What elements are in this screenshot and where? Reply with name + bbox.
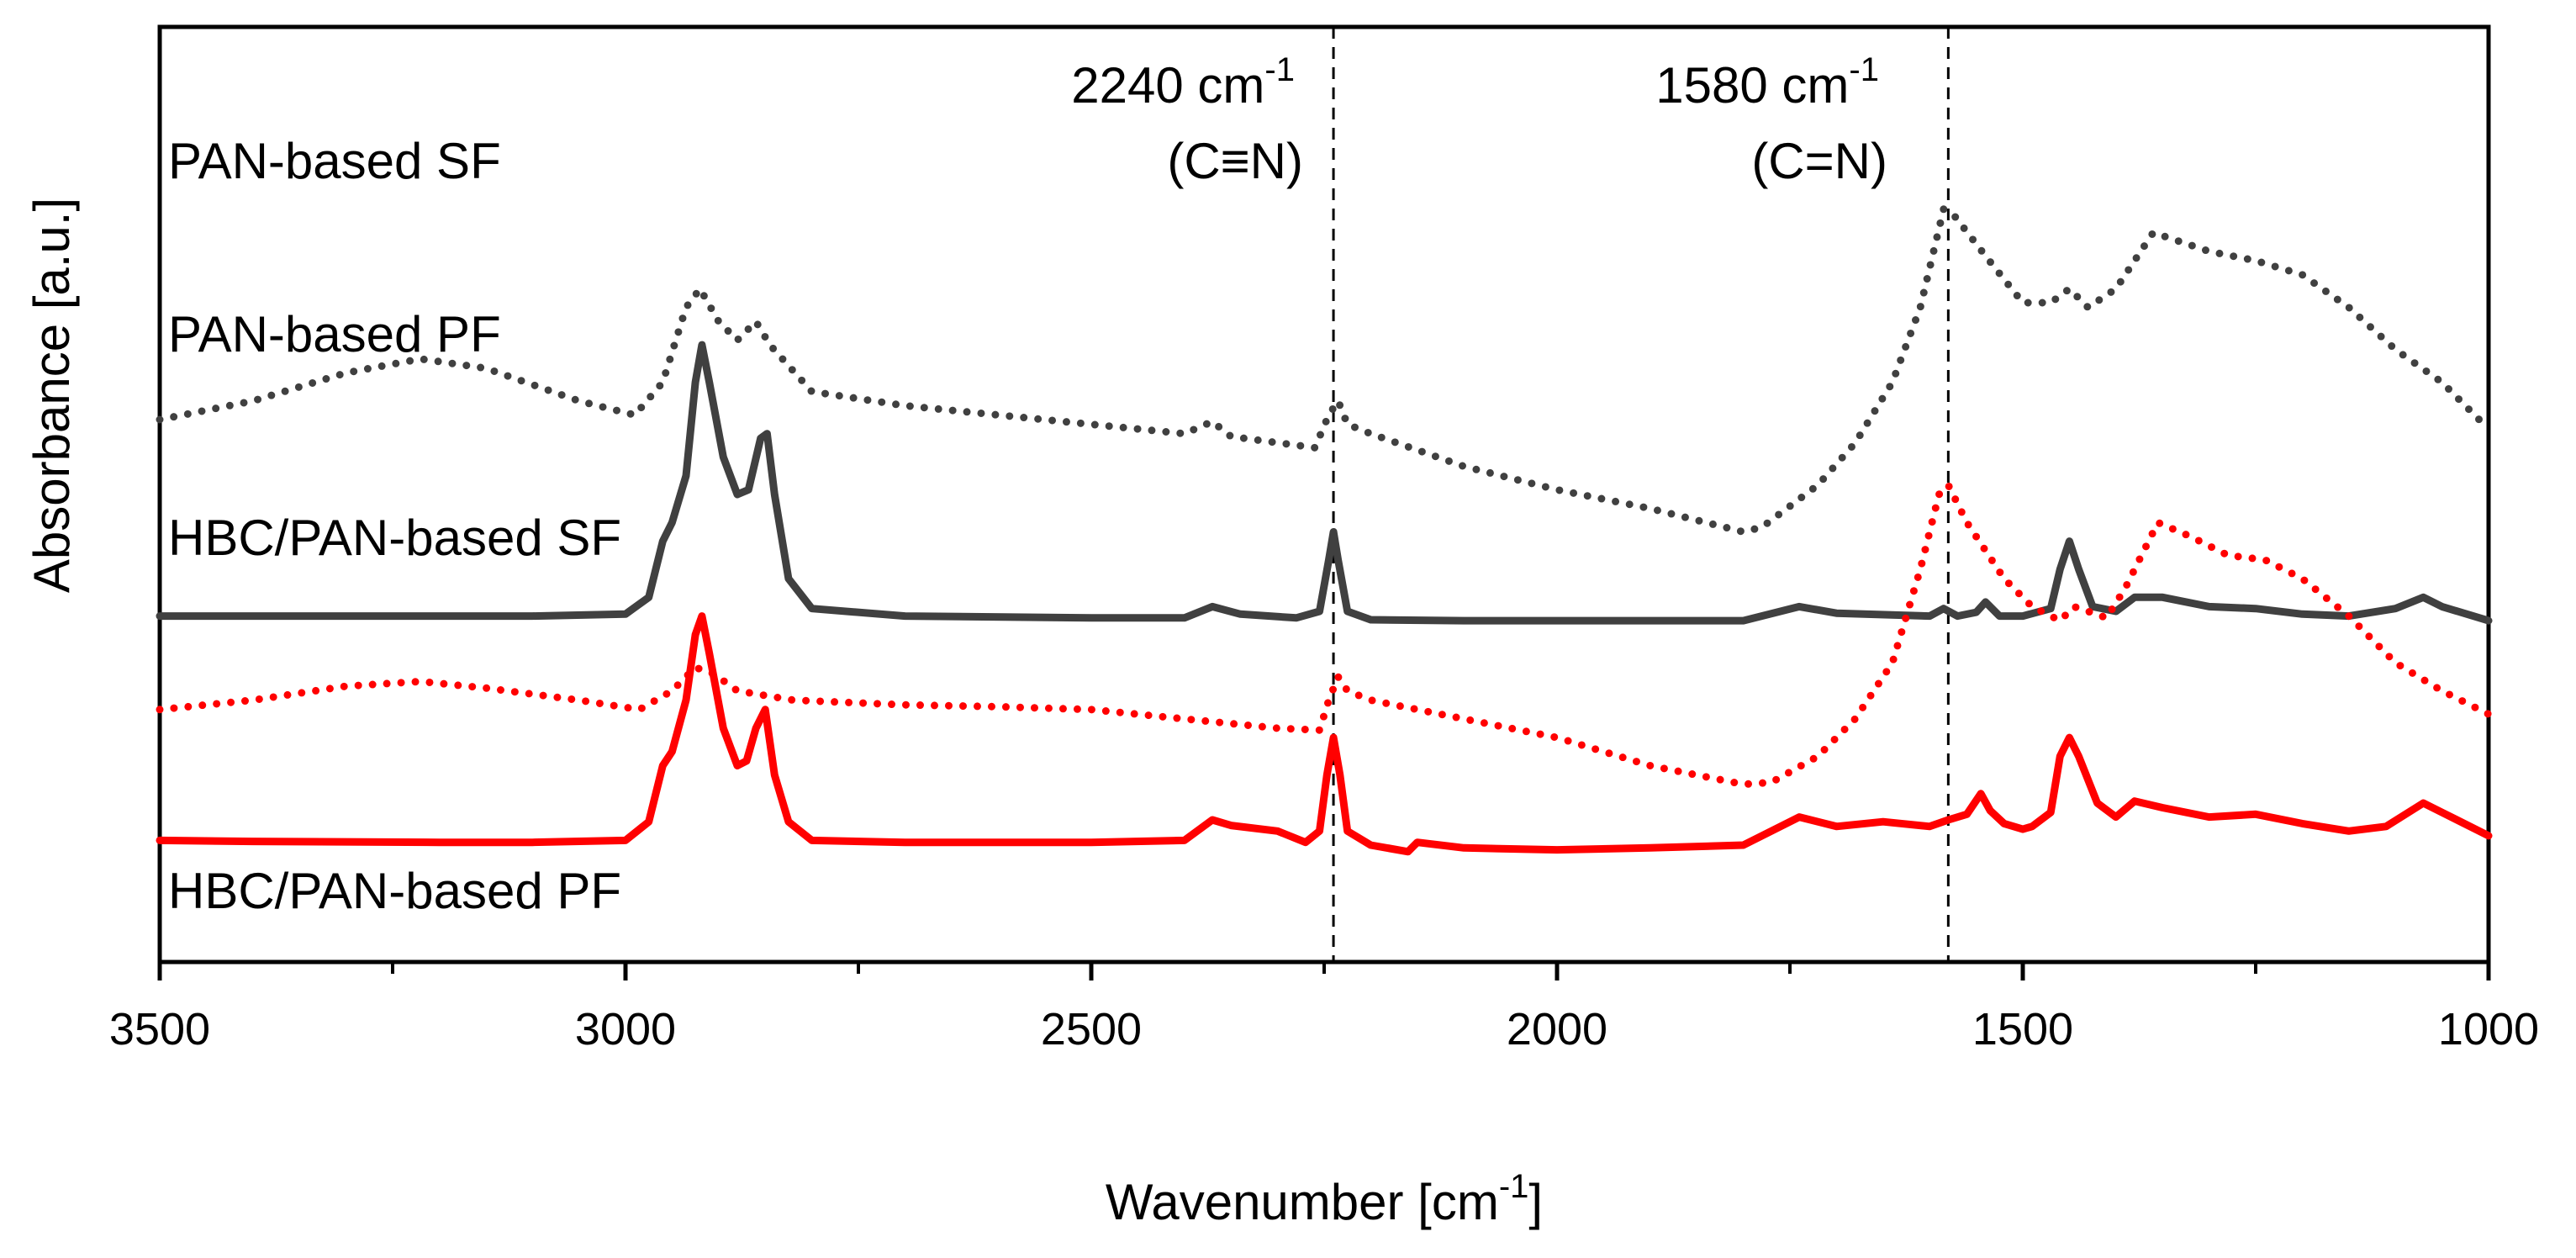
x-axis-ticks: 3500 3000 2500 2000 1500 1000 xyxy=(109,962,2539,1054)
x-tick-label: 3500 xyxy=(109,1004,210,1054)
series-label-hbc-pan-sf: HBC/PAN-based SF xyxy=(168,510,621,566)
series-line-hbc-pan-pf xyxy=(156,612,2493,856)
x-axis-title-main: Wavenumber [cm xyxy=(1106,1174,1499,1230)
x-tick-label: 1500 xyxy=(1972,1004,2073,1054)
series-label-pan-pf: PAN-based PF xyxy=(168,306,501,362)
series-line-pan-sf xyxy=(156,205,2493,536)
y-axis-title: Absorbance [a.u.] xyxy=(24,198,80,593)
series-label-pan-sf: PAN-based SF xyxy=(168,133,501,189)
annotation-1580-bond: (C=N) xyxy=(1751,133,1887,189)
annotation-2240-wavenumber: 2240 cm-1 xyxy=(1071,51,1295,114)
x-axis-title-end: ] xyxy=(1528,1174,1543,1230)
annotation-2240-main: 2240 cm xyxy=(1071,57,1264,114)
x-tick-label: 2000 xyxy=(1507,1004,1607,1054)
annotation-1580-main: 1580 cm xyxy=(1655,57,1849,114)
annotation-2240-sup: -1 xyxy=(1264,51,1295,88)
x-tick-label: 3000 xyxy=(575,1004,676,1054)
annotation-2240-bond: (C≡N) xyxy=(1167,133,1303,189)
series-line-hbc-pan-sf xyxy=(156,481,2493,789)
annotation-1580-sup: -1 xyxy=(1849,51,1879,88)
x-axis-title-sup: -1 xyxy=(1499,1168,1529,1205)
series-line-pan-pf xyxy=(156,341,2493,625)
annotation-1580-wavenumber: 1580 cm-1 xyxy=(1655,51,1879,114)
series-label-hbc-pan-pf: HBC/PAN-based PF xyxy=(168,863,621,919)
x-tick-label: 2500 xyxy=(1041,1004,1142,1054)
x-axis-title: Wavenumber [cm-1] xyxy=(1106,1168,1543,1230)
x-tick-label: 1000 xyxy=(2438,1004,2539,1054)
